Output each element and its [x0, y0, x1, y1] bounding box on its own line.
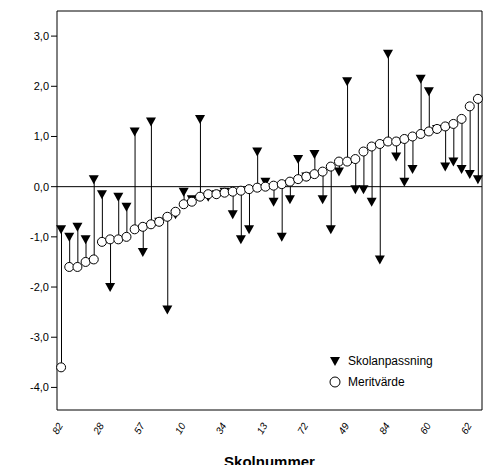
svg-text:62: 62 [459, 420, 474, 436]
svg-text:60: 60 [418, 420, 433, 436]
svg-text:13: 13 [254, 420, 269, 436]
svg-text:10: 10 [173, 420, 188, 436]
svg-text:-3,0: -3,0 [30, 331, 49, 343]
svg-text:84: 84 [377, 420, 392, 436]
svg-text:1,0: 1,0 [34, 130, 49, 142]
svg-text:-2,0: -2,0 [30, 281, 49, 293]
svg-text:Skolnummer: Skolnummer [224, 453, 315, 465]
svg-text:-1,0: -1,0 [30, 231, 49, 243]
svg-text:49: 49 [336, 420, 351, 436]
svg-text:28: 28 [90, 420, 106, 436]
svg-text:57: 57 [132, 420, 147, 436]
html-text:Meritvärde: Meritvärde [348, 374, 405, 389]
html-text:Skolanpassning: Skolanpassning [348, 353, 433, 368]
svg-text:0,0: 0,0 [34, 181, 49, 193]
svg-text:2,0: 2,0 [34, 80, 49, 92]
svg-text:-4,0: -4,0 [30, 381, 49, 393]
svg-text:72: 72 [295, 420, 310, 436]
svg-text:82: 82 [50, 420, 65, 436]
svg-text:34: 34 [213, 420, 228, 436]
svg-text:3,0: 3,0 [34, 30, 49, 42]
